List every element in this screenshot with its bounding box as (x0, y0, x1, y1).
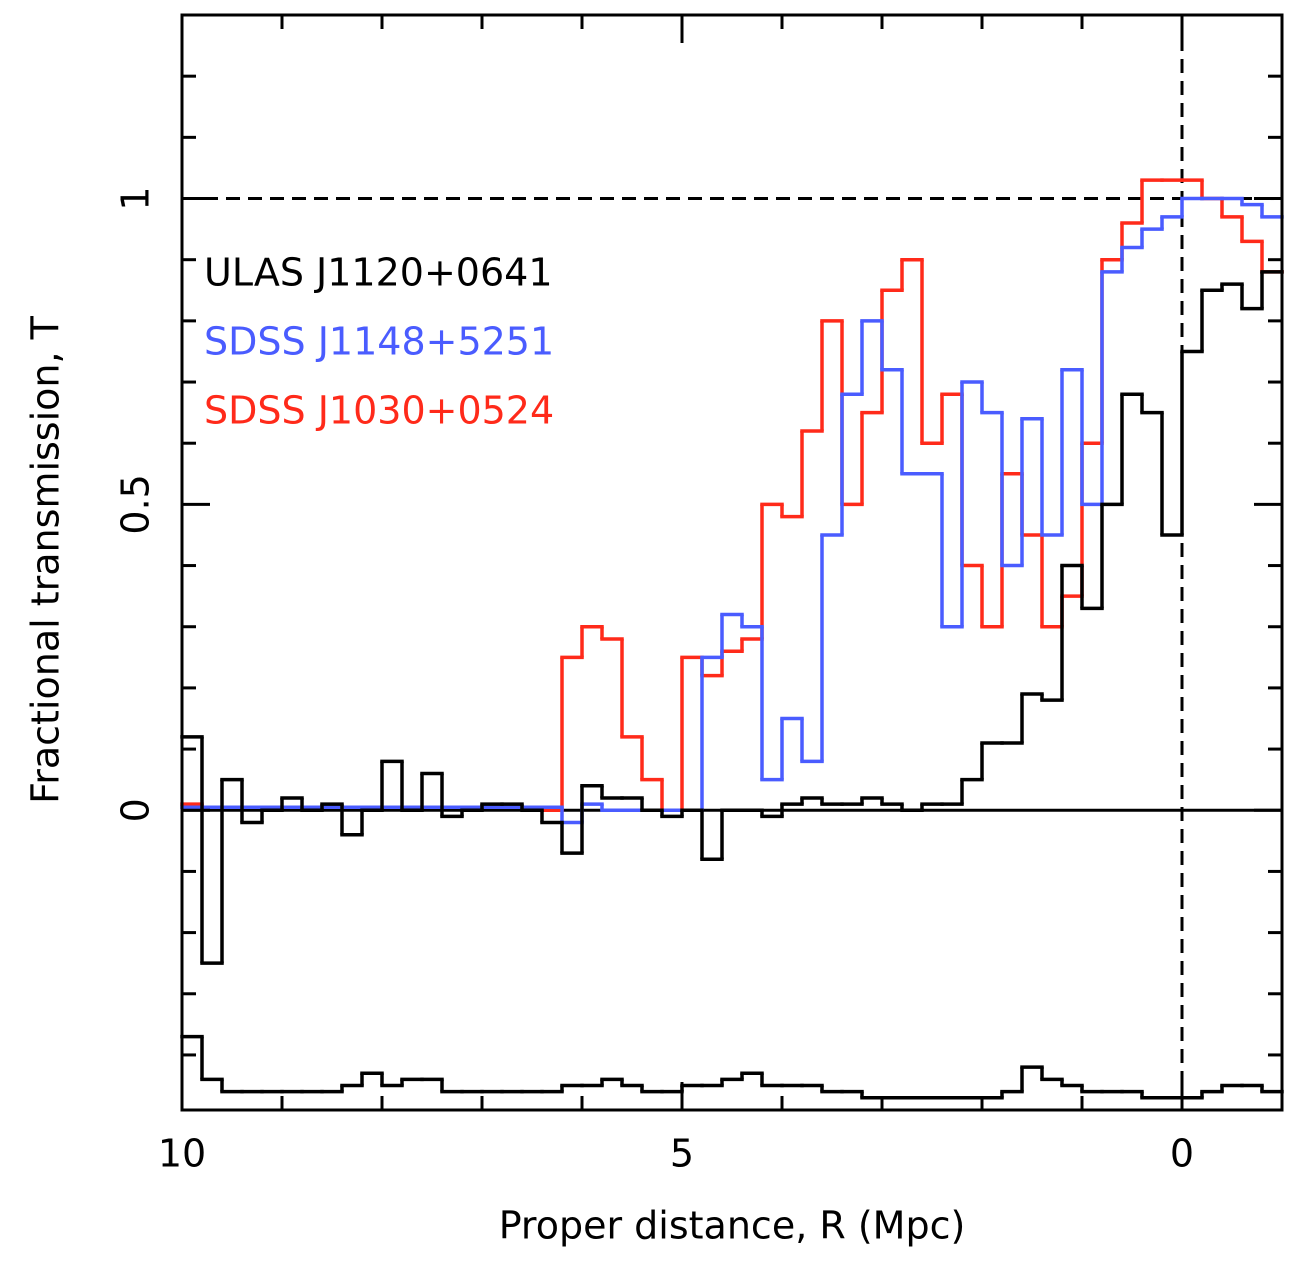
legend-entry: SDSS J1030+0524 (204, 389, 554, 433)
step-connector (200, 1036, 1264, 1098)
y-tick-label: 0.5 (114, 474, 158, 534)
y-tick-label: 1 (114, 186, 158, 210)
x-tick-label: 0 (1170, 1132, 1194, 1176)
step-connector (200, 271, 1264, 964)
plot-frame (180, 13, 1284, 1112)
legend-entry: SDSS J1148+5251 (204, 320, 554, 364)
y-tick-label: 0 (114, 798, 158, 822)
x-axis-label: Proper distance, R (Mpc) (499, 1204, 966, 1248)
legend-entry: ULAS J1120+0641 (204, 251, 553, 295)
x-tick-label: 10 (158, 1132, 206, 1176)
y-axis-label: Fractional transmission, T (24, 315, 68, 804)
x-tick-label: 5 (670, 1132, 694, 1176)
